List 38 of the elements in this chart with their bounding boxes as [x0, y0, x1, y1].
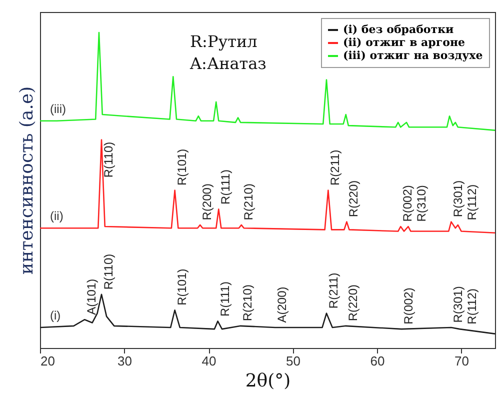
annotation: R(220): [346, 284, 360, 322]
annotation: R(110): [102, 254, 116, 290]
annotation: R(111): [218, 282, 232, 316]
annotation: (ii): [50, 209, 64, 224]
annotation: (iii): [50, 102, 66, 116]
annotation: R(220): [346, 180, 361, 218]
x-tick-label: 60: [370, 354, 385, 368]
annotation: R(210): [241, 184, 256, 220]
annotation: R(101): [174, 268, 189, 306]
x-tick-label: 50: [286, 354, 301, 368]
legend-label: (ii) отжиг в аргоне: [343, 36, 466, 49]
annotation: R(101): [174, 148, 189, 186]
annotation: R(200): [200, 184, 214, 220]
legend-label: (iii) отжиг на воздухе: [343, 49, 483, 62]
x-tick-label: 70: [454, 354, 470, 368]
annotation: R(211): [326, 272, 340, 309]
y-axis-title: интенсивность (a.e): [16, 86, 38, 275]
annotation: R(310): [414, 185, 429, 222]
annotation: A(101): [84, 278, 99, 315]
x-tick-label: 40: [202, 354, 216, 368]
annotation: R(002): [400, 185, 415, 222]
annotation: A:Анатаз: [189, 54, 266, 73]
x-tick-label: 30: [118, 354, 132, 368]
annotation: R(301): [451, 180, 466, 218]
annotation: R(301): [451, 286, 466, 323]
annotation: A(200): [275, 286, 290, 323]
annotation: R(111): [218, 170, 233, 204]
annotation: R(002): [401, 288, 416, 324]
legend-label: (i) без обработки: [343, 23, 454, 36]
annotation: (i): [50, 308, 61, 322]
annotation: R(211): [328, 150, 342, 186]
x-axis-title: 2θ(°): [245, 370, 291, 392]
annotation: R(210): [240, 284, 255, 322]
annotation: R(110): [102, 142, 116, 178]
annotation: R:Рутил: [190, 32, 258, 51]
annotation: R(112): [465, 288, 480, 324]
annotation: R(112): [465, 184, 480, 220]
x-tick-label: 20: [40, 354, 55, 368]
